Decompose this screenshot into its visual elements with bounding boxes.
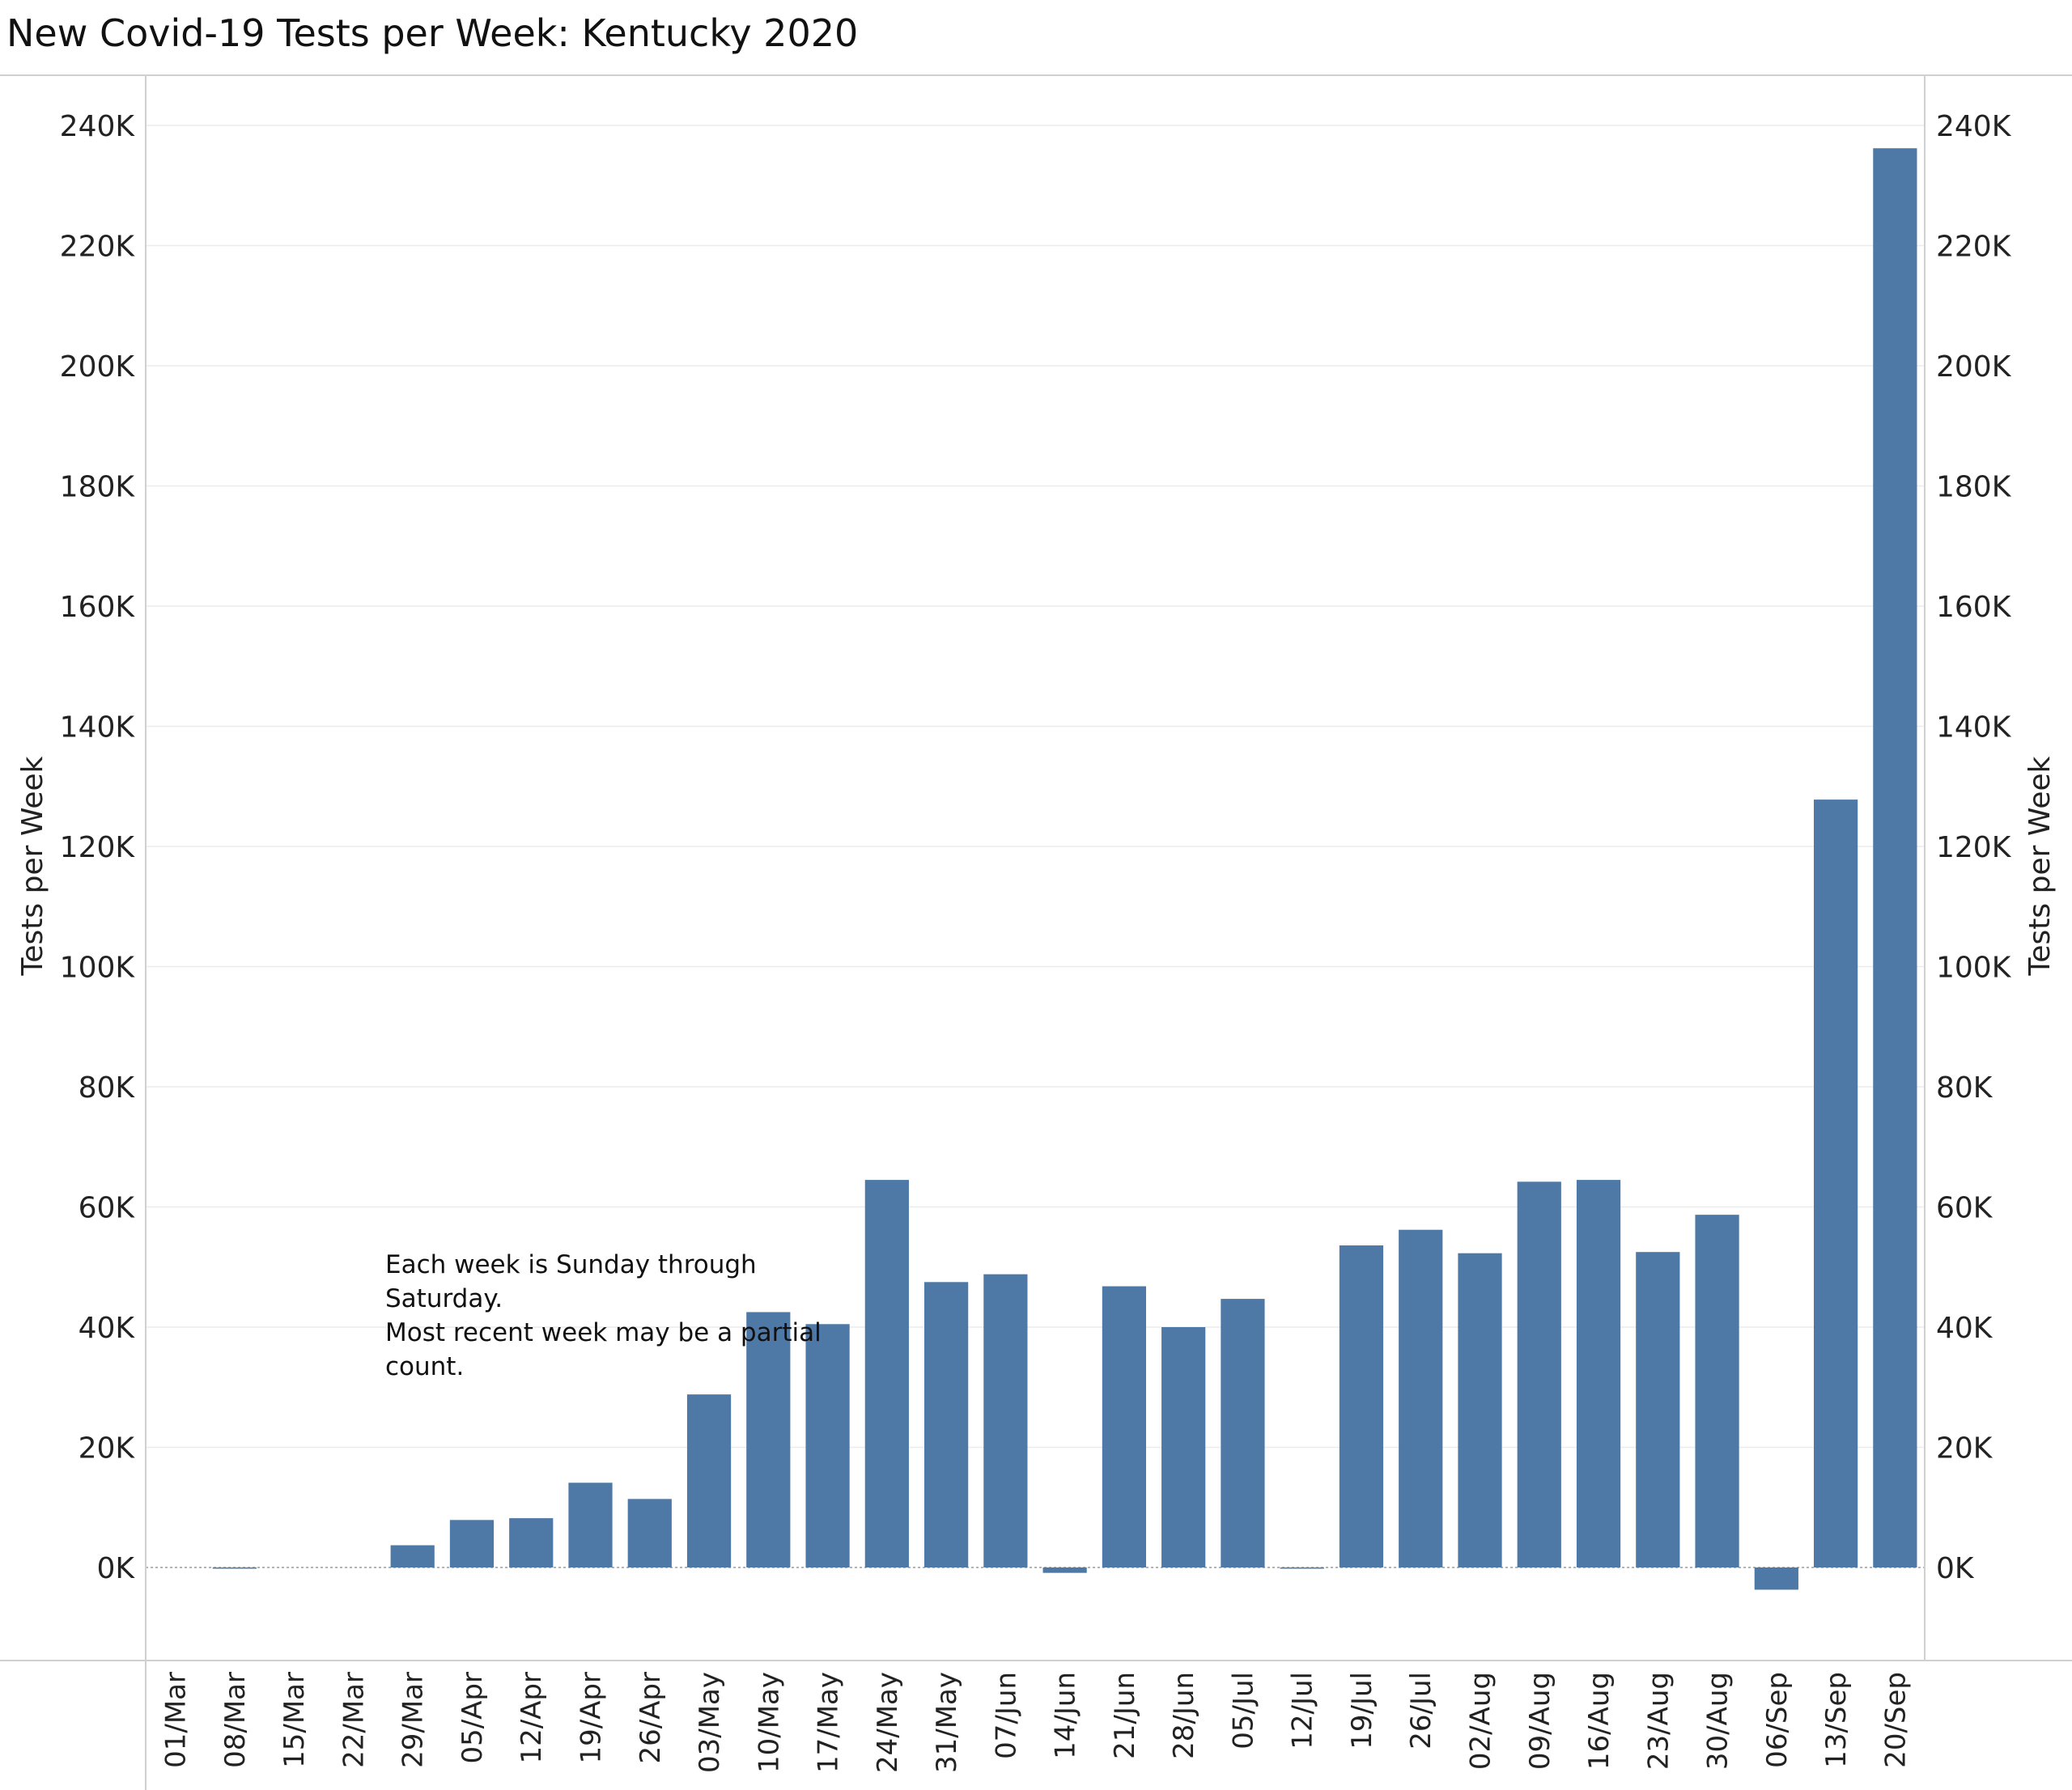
- x-tick-label: 16/Aug: [1583, 1672, 1616, 1770]
- chart-annotation: Each week is Sunday through Saturday. Most…: [385, 1250, 822, 1381]
- y-tick-label-right: 120K: [1936, 831, 2012, 864]
- bar: [1576, 1180, 1621, 1567]
- bar: [1280, 1567, 1324, 1569]
- bar: [1161, 1327, 1206, 1567]
- x-tick-label: 15/Mar: [278, 1672, 311, 1768]
- y-tick-label-left: 140K: [60, 711, 136, 744]
- y-tick-label-left: 200K: [60, 350, 136, 384]
- annotation-line: count.: [385, 1352, 464, 1381]
- bar: [1873, 148, 1917, 1568]
- y-tick-label-left: 180K: [60, 471, 136, 504]
- y-axis-right-label: Tests per Week: [2023, 756, 2057, 976]
- y-tick-label-right: 40K: [1936, 1312, 1993, 1345]
- bar: [627, 1499, 672, 1567]
- x-tick-label: 03/May: [694, 1672, 726, 1773]
- bar: [1636, 1252, 1680, 1567]
- y-tick-label-right: 200K: [1936, 350, 2012, 384]
- x-tick-label: 28/Jun: [1168, 1672, 1200, 1759]
- y-tick-label-right: 60K: [1936, 1192, 1993, 1225]
- y-axis-left-label: Tests per Week: [16, 756, 49, 976]
- bar: [568, 1482, 613, 1567]
- x-tick-label: 06/Sep: [1761, 1672, 1794, 1768]
- y-tick-label-left: 240K: [60, 110, 136, 143]
- y-tick-label-right: 180K: [1936, 471, 2012, 504]
- x-tick-label: 23/Aug: [1642, 1672, 1675, 1770]
- y-tick-label-left: 100K: [60, 952, 136, 985]
- y-tick-label-right: 160K: [1936, 591, 2012, 624]
- y-tick-label-right: 80K: [1936, 1071, 1993, 1105]
- x-tick-label: 12/Jul: [1287, 1672, 1319, 1750]
- x-tick-label: 29/Mar: [397, 1672, 430, 1768]
- x-tick-label: 26/Apr: [635, 1672, 667, 1764]
- bars: [212, 148, 1917, 1590]
- y-tick-label-left: 20K: [79, 1432, 136, 1466]
- y-axis-left-ticks: 0K 20K 40K 60K 80K 100K 120K 140K 160K 180K 200K 22…: [60, 110, 136, 1585]
- bar: [1695, 1215, 1739, 1567]
- x-tick-label: 24/May: [872, 1672, 904, 1773]
- bar: [212, 1567, 257, 1569]
- y-tick-label-left: 0K: [96, 1552, 135, 1585]
- x-tick-label: 13/Sep: [1820, 1672, 1853, 1768]
- x-tick-label: 01/Mar: [160, 1672, 193, 1768]
- x-tick-label: 31/May: [931, 1672, 963, 1773]
- y-tick-label-right: 220K: [1936, 231, 2012, 264]
- bar: [923, 1282, 969, 1567]
- bar: [1221, 1299, 1265, 1567]
- y-tick-label-left: 60K: [79, 1192, 136, 1225]
- x-tick-label: 07/Jun: [990, 1672, 1022, 1759]
- x-tick-label: 30/Aug: [1702, 1672, 1734, 1770]
- y-tick-label-right: 20K: [1936, 1432, 1993, 1466]
- bar: [686, 1394, 732, 1567]
- chart-frame: [0, 74, 2072, 1790]
- x-tick-label: 05/Jul: [1227, 1672, 1259, 1750]
- bar: [864, 1180, 909, 1567]
- x-tick-label: 02/Aug: [1465, 1672, 1497, 1770]
- y-tick-label-left: 80K: [79, 1071, 136, 1105]
- annotation-line: Saturday.: [385, 1284, 503, 1313]
- bar: [1339, 1245, 1384, 1567]
- y-tick-label-right: 0K: [1936, 1552, 1975, 1585]
- y-tick-label-left: 40K: [79, 1312, 136, 1345]
- bar: [1754, 1567, 1798, 1590]
- y-axis-right-ticks: 0K 20K 40K 60K 80K 100K 120K 140K 160K 180K 200K 22…: [1936, 110, 2012, 1585]
- x-axis-ticks: 01/Mar 08/Mar 15/Mar 22/Mar 29/Mar 05/Apr 12/A…: [160, 1672, 1913, 1773]
- bar: [449, 1520, 495, 1567]
- x-tick-label: 05/Apr: [456, 1672, 489, 1764]
- x-tick-label: 08/Mar: [219, 1672, 252, 1768]
- bar: [746, 1312, 791, 1567]
- bar: [1042, 1567, 1087, 1573]
- bar: [509, 1518, 554, 1567]
- x-tick-label: 19/Jul: [1346, 1672, 1378, 1750]
- x-tick-label: 19/Apr: [575, 1672, 608, 1764]
- x-tick-label: 20/Sep: [1879, 1672, 1912, 1768]
- bar: [805, 1324, 850, 1567]
- x-tick-label: 10/May: [753, 1672, 785, 1773]
- bar: [1399, 1229, 1443, 1567]
- bar: [1813, 800, 1858, 1567]
- annotation-line: Most recent week may be a partial: [385, 1318, 822, 1347]
- bar: [983, 1274, 1028, 1567]
- gridlines: [146, 125, 1925, 1568]
- y-tick-label-right: 140K: [1936, 711, 2012, 744]
- y-tick-label-right: 100K: [1936, 952, 2012, 985]
- y-tick-label-right: 240K: [1936, 110, 2012, 143]
- x-tick-label: 09/Aug: [1524, 1672, 1556, 1770]
- bar: [1102, 1286, 1147, 1567]
- x-tick-label: 12/Apr: [516, 1672, 548, 1764]
- annotation-line: Each week is Sunday through: [385, 1250, 757, 1279]
- x-tick-label: 17/May: [813, 1672, 845, 1773]
- chart-title: New Covid-19 Tests per Week: Kentucky 20…: [6, 11, 859, 55]
- bar: [1458, 1253, 1502, 1567]
- y-tick-label-left: 120K: [60, 831, 136, 864]
- bar: [390, 1545, 435, 1567]
- x-tick-label: 26/Jul: [1405, 1672, 1437, 1750]
- x-tick-label: 21/Jun: [1109, 1672, 1141, 1759]
- x-tick-label: 14/Jun: [1050, 1672, 1082, 1759]
- y-tick-label-left: 160K: [60, 591, 136, 624]
- x-tick-label: 22/Mar: [338, 1672, 370, 1768]
- y-tick-label-left: 220K: [60, 231, 136, 264]
- bar: [1517, 1181, 1561, 1567]
